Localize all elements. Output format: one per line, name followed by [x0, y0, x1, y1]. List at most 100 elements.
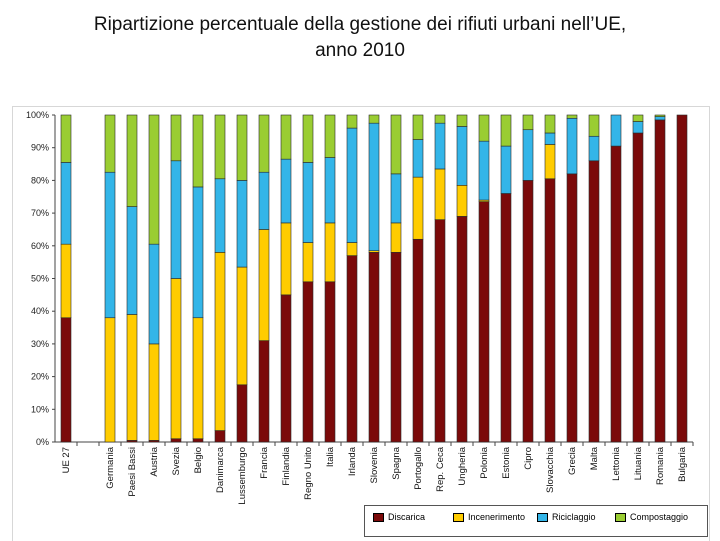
- bar-segment-incenerimento: [236, 266, 248, 386]
- bar-segment-riciclaggio: [478, 140, 490, 201]
- bar-segment-riciclaggio: [434, 122, 446, 170]
- bar-segment-discarica: [566, 173, 578, 443]
- bar-segment-riciclaggio: [654, 116, 666, 121]
- legend-swatch: [537, 513, 548, 523]
- bar-segment-discarica: [676, 114, 688, 443]
- bar-segment-incenerimento: [434, 168, 446, 220]
- legend-label: Incenerimento: [468, 512, 526, 522]
- bar-segment-riciclaggio: [610, 114, 622, 147]
- bar-segment-compostaggio: [214, 114, 226, 180]
- bar-segment-discarica: [588, 160, 600, 443]
- x-category-label: Portogallo: [413, 447, 424, 490]
- bar-segment-incenerimento: [544, 144, 556, 180]
- x-category-label: Belgio: [193, 447, 204, 473]
- bar-segment-incenerimento: [170, 278, 182, 440]
- x-category-label: Regno Unito: [303, 447, 314, 500]
- bar-segment-riciclaggio: [60, 162, 72, 245]
- bar-segment-discarica: [456, 216, 468, 443]
- bar-segment-incenerimento: [280, 222, 292, 296]
- bar-segment-riciclaggio: [302, 162, 314, 243]
- y-tick-label: 90%: [31, 143, 49, 153]
- bar-segment-riciclaggio: [324, 157, 336, 224]
- bar-segment-compostaggio: [126, 114, 138, 207]
- bar-segment-compostaggio: [258, 114, 270, 173]
- bar-segment-compostaggio: [170, 114, 182, 162]
- bar-segment-discarica: [368, 252, 380, 443]
- bar-segment-compostaggio: [368, 114, 380, 124]
- legend-swatch: [615, 513, 626, 523]
- x-category-label: Francia: [259, 446, 270, 478]
- bar-segment-discarica: [500, 193, 512, 443]
- x-category-label: Irlanda: [347, 446, 358, 476]
- legend-item-discarica: Discarica: [373, 512, 425, 523]
- bar-segment-compostaggio: [324, 114, 336, 158]
- bar-segment-compostaggio: [302, 114, 314, 163]
- y-tick-label: 80%: [31, 175, 49, 185]
- bar-segment-discarica: [434, 219, 446, 443]
- bar-segment-compostaggio: [478, 114, 490, 142]
- chart-frame: 0% 10% 20% 30% 40% 50% 60% 70% 80% 90% 100% UE 27 Ge…: [12, 106, 710, 541]
- y-tick-label: 50%: [31, 274, 49, 284]
- bar-segment-incenerimento: [412, 176, 424, 240]
- x-category-label: Paesi Bassi: [127, 447, 138, 497]
- bar-segment-incenerimento: [192, 317, 204, 440]
- bar-segment-discarica: [214, 430, 226, 443]
- bar-segment-compostaggio: [346, 114, 358, 129]
- bar-segment-discarica: [654, 119, 666, 443]
- bar-segment-riciclaggio: [632, 121, 644, 134]
- bar-segment-compostaggio: [654, 114, 666, 117]
- y-tick-label: 30%: [31, 339, 49, 349]
- x-category-label: Rep. Ceca: [435, 446, 446, 492]
- bar-segment-discarica: [544, 178, 556, 443]
- x-category-label: Grecia: [567, 446, 578, 475]
- bar-segment-riciclaggio: [236, 180, 248, 268]
- bar-segment-discarica: [258, 340, 270, 443]
- bar-segment-discarica: [192, 438, 204, 443]
- bar-segment-riciclaggio: [126, 206, 138, 315]
- bar-segment-discarica: [280, 294, 292, 443]
- x-category-label: Lussemburgo: [237, 447, 248, 505]
- x-category-label: UE 27: [61, 447, 72, 473]
- y-tick-label: 0%: [36, 437, 49, 447]
- bar-segment-riciclaggio: [192, 186, 204, 319]
- legend-swatch: [453, 513, 464, 523]
- legend-label: Riciclaggio: [552, 512, 596, 522]
- legend-label: Compostaggio: [630, 512, 689, 522]
- legend-item-riciclaggio: Riciclaggio: [537, 512, 596, 523]
- slide-title-line-1: Ripartizione percentuale della gestione …: [93, 14, 627, 35]
- x-category-label: Bulgaria: [677, 446, 688, 482]
- slide-title: Ripartizione percentuale della gestione …: [0, 12, 720, 64]
- bar-segment-riciclaggio: [170, 160, 182, 279]
- legend-item-compostaggio: Compostaggio: [615, 512, 689, 523]
- x-category-label: Spagna: [391, 446, 402, 479]
- bar-segment-incenerimento: [456, 185, 468, 217]
- bar-segment-incenerimento: [258, 229, 270, 341]
- x-category-label: Lettonia: [611, 446, 622, 481]
- y-tick-label: 70%: [31, 208, 49, 218]
- bar-segment-riciclaggio: [280, 158, 292, 224]
- bar-segment-compostaggio: [566, 114, 578, 119]
- bar-segment-discarica: [610, 145, 622, 443]
- bar-segment-incenerimento: [214, 252, 226, 431]
- bar-segment-discarica: [302, 281, 314, 443]
- x-category-label: Lituania: [633, 446, 644, 480]
- x-category-label: Danimarca: [215, 446, 226, 493]
- bar-segment-discarica: [478, 201, 490, 443]
- bar-segment-incenerimento: [346, 242, 358, 256]
- x-category-label: Ungheria: [457, 446, 468, 485]
- stacked-bar-chart: 0% 10% 20% 30% 40% 50% 60% 70% 80% 90% 100% UE 27 Ge…: [26, 110, 694, 505]
- bar-segment-riciclaggio: [346, 127, 358, 243]
- x-category-label: Finlandia: [281, 446, 292, 485]
- x-category-label: Slovacchia: [545, 446, 556, 493]
- bar-segment-riciclaggio: [456, 126, 468, 186]
- bar-segment-compostaggio: [434, 114, 446, 124]
- x-category-label: Romania: [655, 446, 666, 485]
- bar-segment-compostaggio: [104, 114, 116, 173]
- bar-segment-incenerimento: [302, 242, 314, 283]
- bar-segment-discarica: [324, 281, 336, 443]
- x-category-label: Austria: [149, 446, 160, 476]
- bar-segment-riciclaggio: [500, 145, 512, 194]
- bar-segment-compostaggio: [192, 114, 204, 188]
- bar-segment-riciclaggio: [258, 171, 270, 230]
- legend-item-incenerimento: Incenerimento: [453, 512, 526, 523]
